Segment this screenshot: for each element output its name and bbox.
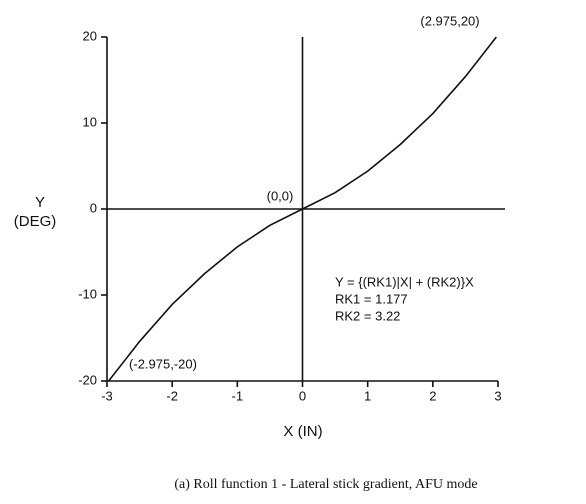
x-tick-label: 0 [299,388,306,403]
annotation: (2.975,20) [420,13,479,28]
data-line [107,36,498,382]
equation-line: RK2 = 3.22 [335,308,400,323]
y-tick-label: -20 [78,372,97,387]
y-axis-label: (DEG) [14,213,57,230]
annotation: (-2.975,-20) [129,356,197,371]
y-tick-label: 0 [90,200,97,215]
annotation: (0,0) [267,188,294,203]
y-tick-label: -10 [78,286,97,301]
x-tick-label: 2 [429,388,436,403]
equation-line: Y = {(RK1)|X| + (RK2)}X [335,274,474,289]
x-axis-label: X (IN) [283,423,322,440]
y-tick-label: 20 [83,28,97,43]
x-tick-label: -3 [101,388,113,403]
x-tick-label: -1 [232,388,244,403]
y-axis-label: Y [35,194,45,211]
x-tick-label: -2 [166,388,178,403]
y-tick-label: 10 [83,114,97,129]
caption: (a) Roll function 1 - Lateral stick grad… [174,477,477,492]
x-tick-label: 3 [494,388,501,403]
x-tick-label: 1 [364,388,371,403]
equation-line: RK1 = 1.177 [335,291,408,306]
